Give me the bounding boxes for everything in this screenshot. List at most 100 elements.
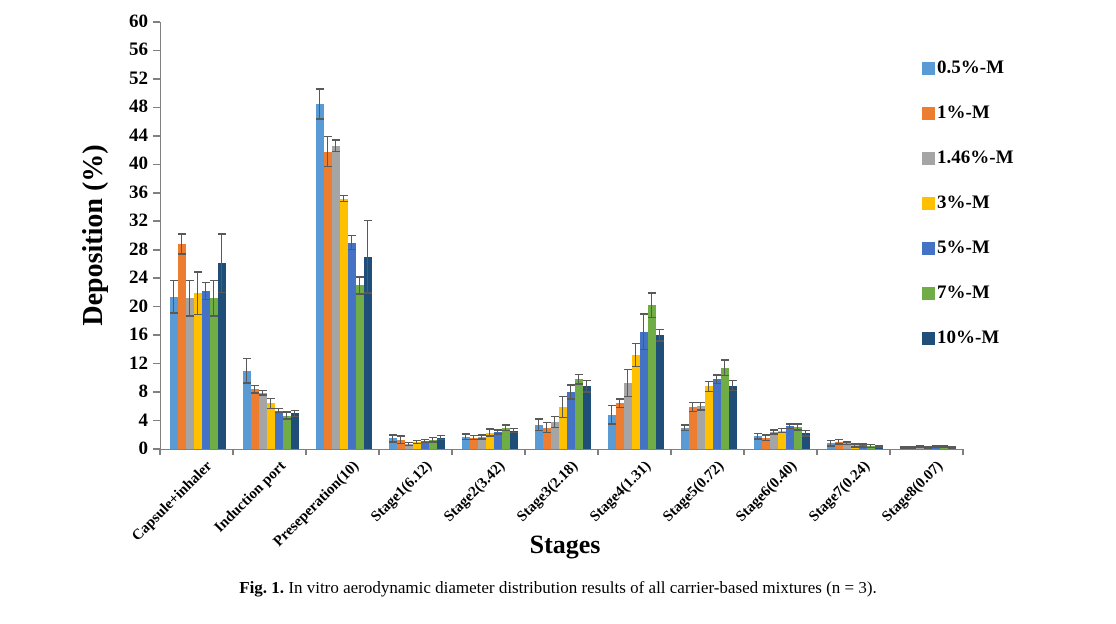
error-bar-cap — [412, 439, 421, 442]
error-bar — [366, 220, 369, 294]
error-bar — [853, 444, 856, 447]
error-bar — [342, 195, 345, 202]
x-tick-mark — [962, 449, 964, 455]
y-tick-mark — [153, 277, 160, 279]
bar-3%-M-Stage3(2.18) — [558, 407, 567, 449]
error-bar-cap — [542, 421, 551, 424]
error-bar-cap — [412, 442, 421, 445]
error-bar — [699, 402, 702, 410]
error-bar-cap — [242, 357, 251, 360]
error-bar — [245, 358, 248, 383]
error-bar-cap — [363, 292, 372, 294]
y-tick-mark — [153, 391, 160, 393]
bar-10%-M-Stage4(1.31) — [655, 335, 664, 449]
error-bar-cap — [753, 432, 762, 435]
y-tick-label: 40 — [129, 153, 148, 175]
bar-1%-M-Capsule+inhaler — [177, 244, 186, 449]
error-bar-cap — [680, 429, 689, 432]
error-bar-cap — [842, 443, 851, 446]
y-tick-mark — [153, 419, 160, 422]
error-bar — [350, 235, 353, 250]
error-bar-cap — [866, 443, 875, 446]
error-bar — [707, 381, 710, 392]
error-bar-cap — [428, 436, 437, 439]
bar-0.5%-M-Stage5(0.72) — [680, 427, 689, 449]
error-bar-cap — [680, 424, 689, 426]
error-bar-cap — [201, 298, 210, 301]
error-bar-cap — [209, 279, 218, 282]
error-bar-cap — [501, 429, 510, 432]
error-bar-cap — [566, 398, 575, 400]
bar-10%-M-Stage1(6.12) — [436, 437, 445, 449]
error-bar — [220, 234, 223, 293]
legend-swatch-icon — [922, 151, 935, 165]
bar-1%-M-Stage3(2.18) — [542, 427, 551, 449]
error-bar — [642, 313, 645, 350]
x-tick-mark — [232, 449, 234, 455]
bar-1%-M-Induction port — [250, 389, 259, 449]
error-bar-cap — [323, 135, 332, 138]
bar-5%-M-Stage4(1.31) — [639, 331, 648, 449]
y-axis-title: Deposition (%) — [78, 144, 109, 326]
error-bar-cap — [720, 359, 729, 361]
error-bar-cap — [185, 279, 194, 282]
y-tick-label: 16 — [129, 324, 148, 346]
bar-7%-M-Stage3(2.18) — [574, 379, 583, 449]
bar-3%-M-Stage4(1.31) — [631, 355, 640, 449]
legend-item-3%-M: 3%-M — [922, 191, 1014, 215]
error-bar-cap — [785, 427, 794, 430]
error-bar-cap — [534, 418, 543, 420]
error-bar — [180, 234, 183, 254]
y-tick-mark — [153, 248, 160, 251]
error-bar — [569, 384, 572, 400]
bar-3%-M-Stage5(0.72) — [704, 386, 713, 449]
error-bar-cap — [874, 446, 883, 449]
error-bar-cap — [266, 397, 275, 400]
y-tick-label: 0 — [138, 438, 149, 459]
plot-area — [160, 22, 964, 450]
bar-0.5%-M-Capsule+inhaler — [169, 296, 178, 449]
error-bar-cap — [899, 447, 908, 450]
x-category-label: Stage3(2.18) — [513, 458, 581, 525]
y-tick-mark — [153, 334, 160, 336]
error-bar-cap — [177, 233, 186, 235]
error-bar-cap — [858, 443, 867, 445]
error-bar-cap — [915, 446, 924, 449]
error-bar — [731, 380, 734, 391]
error-bar-cap — [250, 392, 259, 394]
y-tick-label: 4 — [138, 409, 149, 431]
x-tick-mark — [378, 449, 380, 455]
error-bar — [845, 441, 848, 445]
error-bar-cap — [396, 442, 405, 445]
error-bar — [577, 374, 580, 385]
y-tick-label: 24 — [129, 267, 148, 289]
x-tick-mark — [743, 449, 745, 455]
error-bar-cap — [655, 340, 664, 342]
y-tick-label: 28 — [129, 238, 148, 260]
error-bar — [829, 440, 832, 447]
error-bar-cap — [363, 219, 372, 222]
error-bar — [253, 385, 256, 393]
error-bar — [293, 410, 296, 417]
error-bar-cap — [647, 316, 656, 319]
error-bar — [391, 434, 394, 442]
error-bar-cap — [947, 447, 956, 450]
error-bar-cap — [939, 445, 948, 447]
error-bar — [212, 280, 215, 316]
bar-1.46%-M-Stage6(0.40) — [769, 431, 778, 449]
x-category-label: Capsule+inhaler — [129, 458, 216, 545]
y-tick-label: 8 — [138, 381, 149, 403]
error-bar-cap — [850, 443, 859, 445]
error-bar — [650, 293, 653, 318]
bar-1%-M-Stage2(3.42) — [469, 437, 478, 449]
legend-item-1.46%-M: 1.46%-M — [922, 146, 1014, 170]
error-bar-cap — [347, 234, 356, 237]
error-bar — [512, 428, 515, 433]
error-bar-cap — [258, 394, 267, 396]
error-bar-cap — [720, 374, 729, 377]
error-bar-cap — [315, 118, 324, 120]
error-bar-cap — [550, 426, 559, 429]
error-bar-cap — [793, 423, 802, 425]
bar-0.5%-M-Preseperation(10) — [315, 103, 324, 449]
error-bar-cap — [193, 313, 202, 316]
